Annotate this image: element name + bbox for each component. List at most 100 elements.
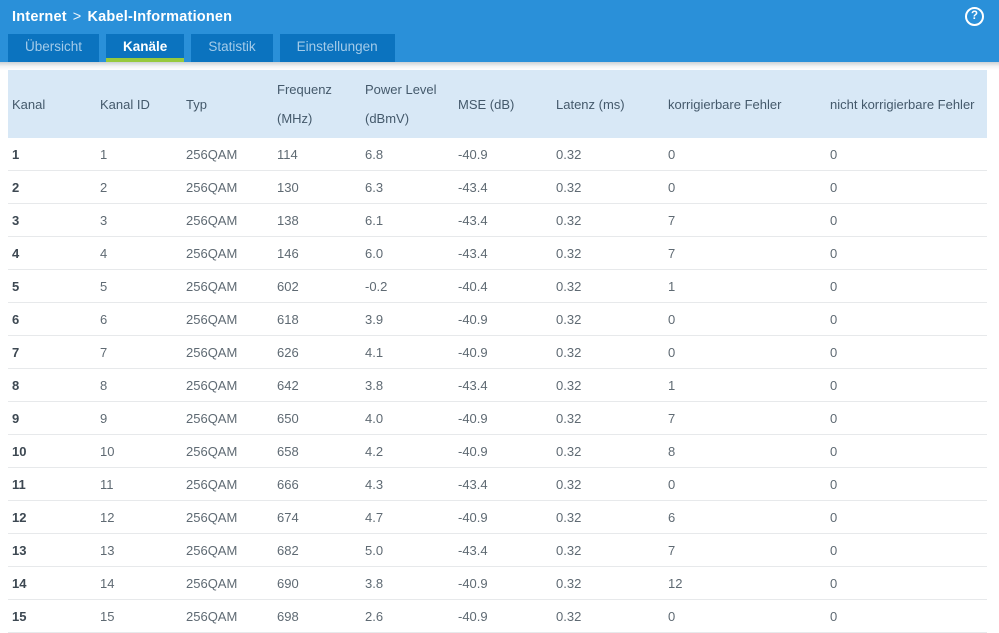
table-cell-korrigierbare-fehler: 6: [664, 501, 826, 534]
table-cell-kanal: 2: [8, 171, 96, 204]
table-cell-kanal-id: 1: [96, 138, 182, 171]
table-cell-mse: -40.9: [454, 336, 552, 369]
table-cell-nicht-korrigierbare-fehler: 0: [826, 402, 987, 435]
table-cell-power-level: 3.8: [361, 567, 454, 600]
table-cell-power-level: -0.2: [361, 270, 454, 303]
table-cell-power-level: 5.0: [361, 534, 454, 567]
table-cell-mse: -43.4: [454, 171, 552, 204]
table-cell-latenz: 0.32: [552, 237, 664, 270]
table-cell-kanal-id: 10: [96, 435, 182, 468]
table-cell-korrigierbare-fehler: 0: [664, 468, 826, 501]
table-cell-power-level: 2.6: [361, 600, 454, 633]
table-cell-latenz: 0.32: [552, 303, 664, 336]
breadcrumb-separator-icon: >: [73, 9, 82, 25]
tab-kanaele[interactable]: Kanäle: [106, 34, 184, 62]
column-header-typ: Typ: [182, 70, 273, 138]
table-cell-kanal-id: 3: [96, 204, 182, 237]
table-cell-frequenz: 130: [273, 171, 361, 204]
table-cell-nicht-korrigierbare-fehler: 0: [826, 534, 987, 567]
table-cell-frequenz: 146: [273, 237, 361, 270]
table-cell-mse: -40.9: [454, 501, 552, 534]
table-cell-nicht-korrigierbare-fehler: 0: [826, 270, 987, 303]
table-cell-power-level: 3.9: [361, 303, 454, 336]
column-label: nicht korrigierbare Fehler: [830, 97, 975, 112]
table-cell-frequenz: 138: [273, 204, 361, 237]
table-cell-kanal: 5: [8, 270, 96, 303]
column-label: MSE (dB): [458, 97, 514, 112]
table-cell-latenz: 0.32: [552, 171, 664, 204]
table-cell-frequenz: 642: [273, 369, 361, 402]
table-cell-frequenz: 690: [273, 567, 361, 600]
table-cell-typ: 256QAM: [182, 204, 273, 237]
table-row: 22256QAM1306.3-43.40.3200: [8, 171, 987, 204]
table-cell-korrigierbare-fehler: 0: [664, 303, 826, 336]
column-label: Latenz (ms): [556, 97, 625, 112]
tab-einstellungen[interactable]: Einstellungen: [280, 34, 395, 62]
table-row: 88256QAM6423.8-43.40.3210: [8, 369, 987, 402]
breadcrumb-section[interactable]: Internet: [12, 9, 67, 25]
table-cell-typ: 256QAM: [182, 138, 273, 171]
table-row: 77256QAM6264.1-40.90.3200: [8, 336, 987, 369]
breadcrumb-page: Kabel-Informationen: [87, 9, 232, 25]
table-row: 1212256QAM6744.7-40.90.3260: [8, 501, 987, 534]
top-navigation-bar: Internet > Kabel-Informationen ? Übersicht…: [0, 0, 999, 62]
table-row: 1414256QAM6903.8-40.90.32120: [8, 567, 987, 600]
table-cell-mse: -43.4: [454, 369, 552, 402]
table-cell-mse: -43.4: [454, 237, 552, 270]
column-label: Kanal ID: [100, 97, 150, 112]
table-cell-mse: -43.4: [454, 468, 552, 501]
table-cell-mse: -40.4: [454, 270, 552, 303]
table-cell-power-level: 4.7: [361, 501, 454, 534]
table-cell-latenz: 0.32: [552, 435, 664, 468]
table-cell-latenz: 0.32: [552, 501, 664, 534]
table-cell-kanal: 10: [8, 435, 96, 468]
channel-table-container: KanalKanal IDTypFrequenz(MHz)Power Level…: [8, 70, 987, 633]
table-cell-kanal-id: 2: [96, 171, 182, 204]
table-cell-power-level: 6.0: [361, 237, 454, 270]
table-cell-typ: 256QAM: [182, 600, 273, 633]
tab-statistik[interactable]: Statistik: [191, 34, 272, 62]
table-cell-nicht-korrigierbare-fehler: 0: [826, 567, 987, 600]
tab-bar: ÜbersichtKanäleStatistik Einstellungen: [8, 34, 395, 62]
table-cell-nicht-korrigierbare-fehler: 0: [826, 336, 987, 369]
table-cell-mse: -40.9: [454, 402, 552, 435]
table-cell-korrigierbare-fehler: 0: [664, 600, 826, 633]
table-cell-mse: -43.4: [454, 204, 552, 237]
table-cell-nicht-korrigierbare-fehler: 0: [826, 501, 987, 534]
table-cell-latenz: 0.32: [552, 534, 664, 567]
header-shadow-divider: [0, 62, 999, 70]
table-cell-typ: 256QAM: [182, 336, 273, 369]
table-cell-kanal: 13: [8, 534, 96, 567]
channel-table: KanalKanal IDTypFrequenz(MHz)Power Level…: [8, 70, 987, 633]
table-cell-frequenz: 650: [273, 402, 361, 435]
column-header-korrigierbare-fehler: korrigierbare Fehler: [664, 70, 826, 138]
tab-uebersicht[interactable]: Übersicht: [8, 34, 99, 62]
table-cell-mse: -40.9: [454, 435, 552, 468]
table-cell-power-level: 6.3: [361, 171, 454, 204]
table-row: 1313256QAM6825.0-43.40.3270: [8, 534, 987, 567]
table-cell-frequenz: 674: [273, 501, 361, 534]
table-cell-mse: -40.9: [454, 567, 552, 600]
table-cell-latenz: 0.32: [552, 204, 664, 237]
column-header-nicht-korrigierbare-fehler: nicht korrigierbare Fehler: [826, 70, 987, 138]
table-cell-korrigierbare-fehler: 0: [664, 138, 826, 171]
table-cell-typ: 256QAM: [182, 171, 273, 204]
table-cell-kanal-id: 15: [96, 600, 182, 633]
help-icon[interactable]: ?: [965, 7, 984, 26]
table-cell-typ: 256QAM: [182, 303, 273, 336]
table-cell-nicht-korrigierbare-fehler: 0: [826, 369, 987, 402]
table-cell-mse: -40.9: [454, 138, 552, 171]
table-cell-typ: 256QAM: [182, 369, 273, 402]
table-cell-korrigierbare-fehler: 7: [664, 204, 826, 237]
column-label: Kanal: [12, 97, 45, 112]
table-cell-korrigierbare-fehler: 1: [664, 369, 826, 402]
table-cell-power-level: 6.8: [361, 138, 454, 171]
column-header-kanal: Kanal: [8, 70, 96, 138]
table-cell-latenz: 0.32: [552, 600, 664, 633]
table-cell-latenz: 0.32: [552, 138, 664, 171]
table-cell-kanal-id: 4: [96, 237, 182, 270]
table-header-row: KanalKanal IDTypFrequenz(MHz)Power Level…: [8, 70, 987, 138]
table-cell-kanal-id: 11: [96, 468, 182, 501]
column-header-mse: MSE (dB): [454, 70, 552, 138]
table-cell-nicht-korrigierbare-fehler: 0: [826, 600, 987, 633]
